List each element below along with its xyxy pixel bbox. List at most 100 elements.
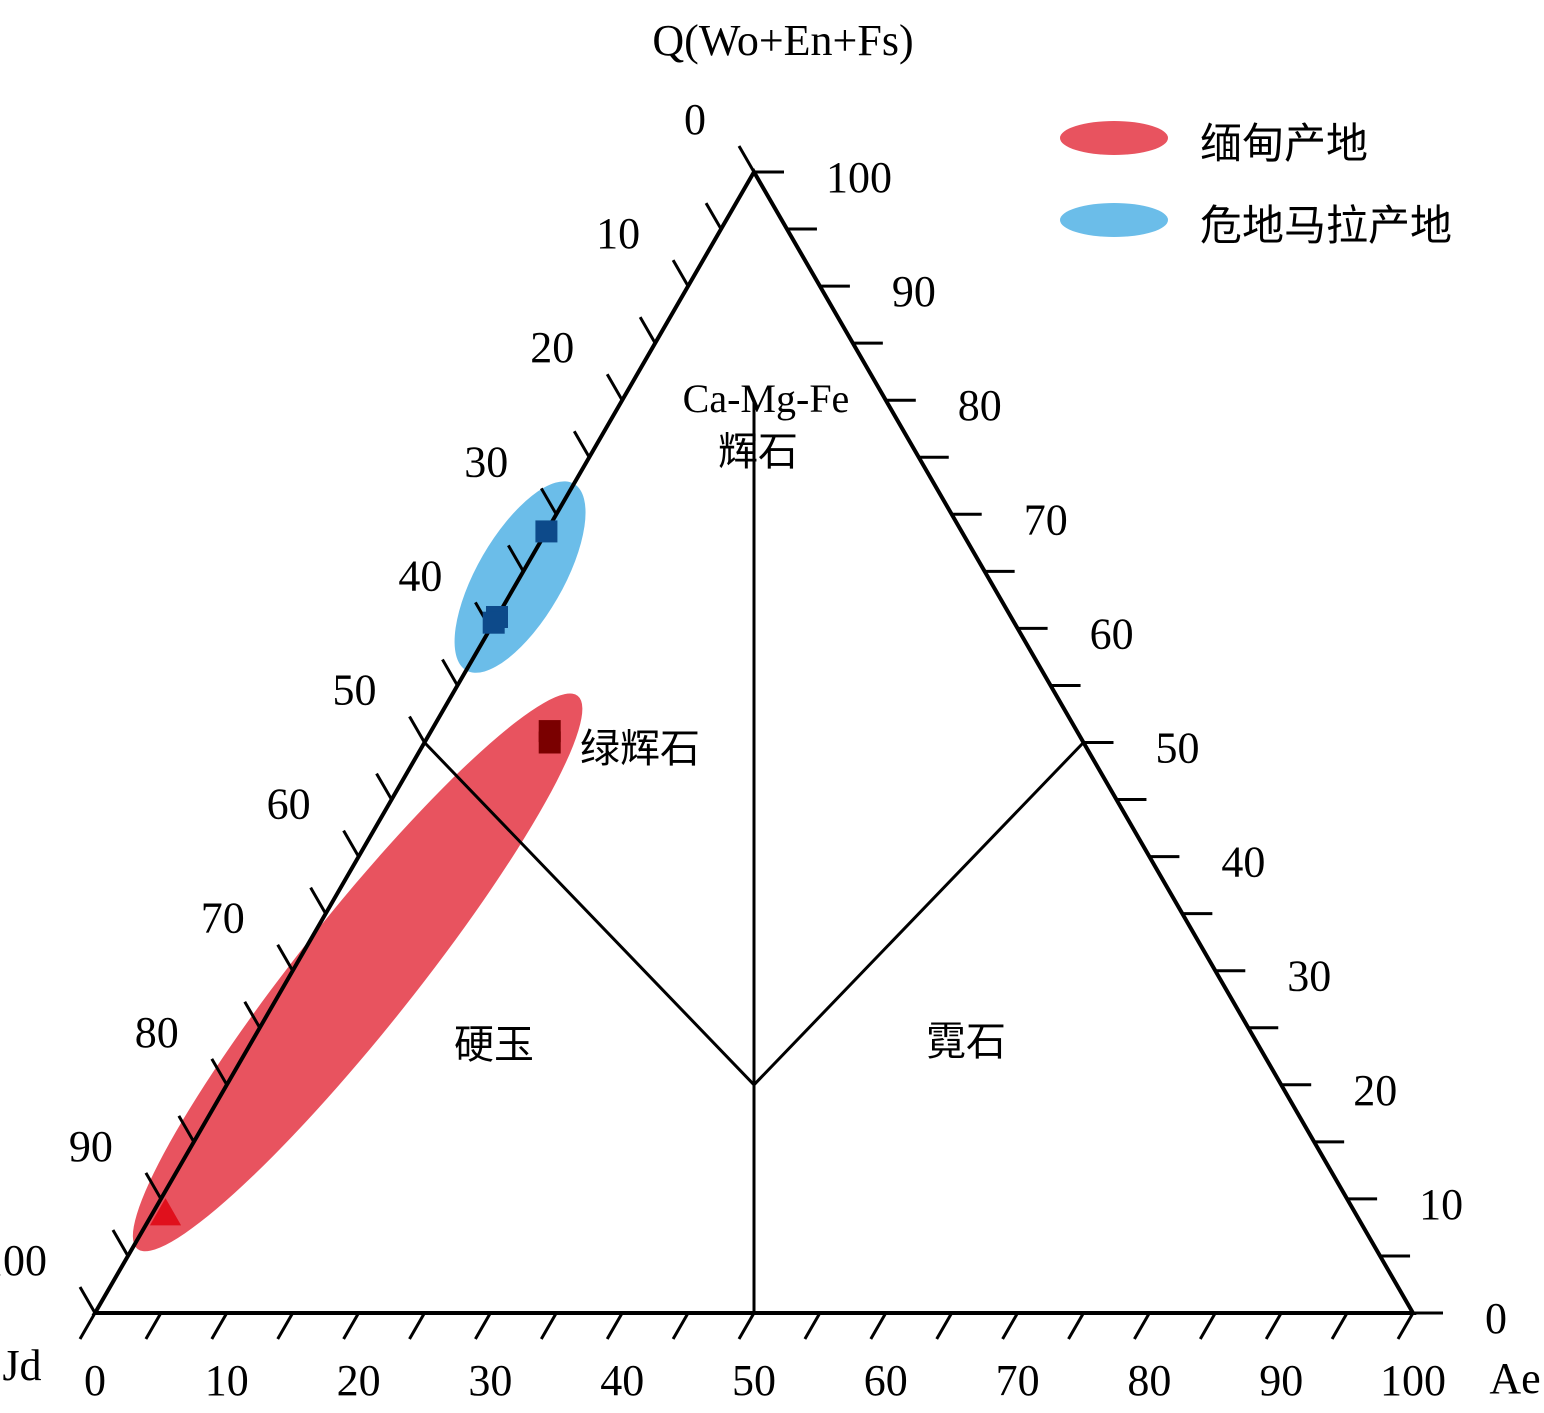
field-boundaries xyxy=(423,400,1085,1313)
legend-item-guatemala: 危地马拉产地 xyxy=(1060,190,1500,250)
left-tick xyxy=(441,658,459,687)
field-label-jadeite: 硬玉 xyxy=(454,1022,534,1068)
left-tick xyxy=(704,202,723,230)
left-tick xyxy=(243,1001,262,1029)
left-tick xyxy=(375,772,393,801)
field-label-omphacite: 绿辉石 xyxy=(580,726,700,772)
right-tick-label: 90 xyxy=(892,267,936,316)
bottom-tick xyxy=(144,1312,163,1340)
bottom-tick-label: 50 xyxy=(732,1356,776,1405)
left-tick xyxy=(638,316,657,344)
data-point-triangle xyxy=(149,1198,182,1226)
bottom-tick xyxy=(1330,1312,1349,1340)
left-tick xyxy=(572,430,591,459)
left-tick xyxy=(177,1115,196,1143)
right-tick-label: 30 xyxy=(1287,952,1331,1001)
left-tick-label: 0 xyxy=(684,95,706,144)
left-tick-label: 90 xyxy=(69,1122,113,1171)
bottom-tick-label: 20 xyxy=(337,1356,381,1405)
bottom-tick-label: 30 xyxy=(468,1356,512,1405)
bottom-tick xyxy=(671,1312,690,1340)
left-tick xyxy=(540,487,558,516)
right-tick-label: 20 xyxy=(1353,1066,1397,1115)
cluster-ellipses xyxy=(132,481,586,1252)
left-tick-label: 100 xyxy=(0,1236,47,1285)
right-tick-label: 70 xyxy=(1024,495,1068,544)
left-tick xyxy=(210,1058,229,1086)
bottom-tick-label: 0 xyxy=(84,1356,106,1405)
data-point-square xyxy=(535,520,558,543)
left-tick xyxy=(342,829,360,858)
bottom-tick xyxy=(1199,1312,1217,1340)
field-label-pyroxene: Ca-Mg-Fe xyxy=(683,376,850,421)
left-tick xyxy=(408,715,426,744)
left-tick-label: 50 xyxy=(333,666,377,715)
right-tick-label: 40 xyxy=(1221,838,1265,887)
field-label-aegirine: 霓石 xyxy=(926,1019,1006,1065)
bottom-tick xyxy=(1133,1312,1151,1340)
bottom-tick-label: 60 xyxy=(864,1356,908,1405)
right-tick-label: 100 xyxy=(826,153,892,202)
right-tick-label: 80 xyxy=(958,381,1002,430)
left-tick-label: 30 xyxy=(464,437,508,486)
left-tick-label: 40 xyxy=(398,551,442,600)
apex-label-right: Ae xyxy=(1489,1354,1540,1403)
cluster-ellipse-myanmar xyxy=(132,693,583,1252)
legend-item-myanmar: 缅甸产地 xyxy=(1060,108,1500,168)
field-label-pyroxene-cn: 辉石 xyxy=(718,429,798,475)
data-points xyxy=(149,520,561,1226)
legend-label-myanmar: 缅甸产地 xyxy=(1200,119,1369,168)
left-tick xyxy=(507,544,525,573)
bottom-tick-label: 10 xyxy=(205,1356,249,1405)
bottom-tick xyxy=(1001,1312,1019,1340)
left-tick-label: 80 xyxy=(135,1008,179,1057)
left-tick xyxy=(78,1286,97,1314)
bottom-tick xyxy=(474,1312,492,1340)
data-point-square xyxy=(482,611,505,634)
bottom-tick xyxy=(1067,1312,1085,1340)
apex-label-left: Jd xyxy=(2,1341,41,1390)
field-boundary xyxy=(752,741,1085,1086)
left-tick-label: 10 xyxy=(596,209,640,258)
left-tick xyxy=(144,1172,163,1200)
right-tick-label: 0 xyxy=(1485,1294,1507,1343)
legend-swatch-guatemala xyxy=(1060,203,1168,237)
apex-label-top: Q(Wo+En+Fs) xyxy=(652,16,913,65)
left-tick-label: 60 xyxy=(267,780,311,829)
left-tick xyxy=(671,259,690,287)
bottom-tick xyxy=(540,1312,558,1340)
left-tick xyxy=(605,373,624,401)
bottom-tick xyxy=(408,1312,426,1340)
bottom-tick-label: 90 xyxy=(1259,1356,1303,1405)
data-point-square xyxy=(538,731,561,754)
bottom-tick-label: 40 xyxy=(600,1356,644,1405)
bottom-tick xyxy=(276,1312,294,1340)
bottom-tick xyxy=(605,1312,624,1340)
bottom-tick-label: 100 xyxy=(1380,1356,1446,1405)
left-tick xyxy=(309,886,327,915)
bottom-tick xyxy=(803,1312,822,1340)
axis-ticks xyxy=(78,145,1443,1340)
left-tick xyxy=(737,145,756,173)
legend-label-guatemala: 危地马拉产地 xyxy=(1200,201,1453,250)
right-tick-label: 60 xyxy=(1090,609,1134,658)
bottom-tick xyxy=(210,1312,229,1340)
bottom-tick xyxy=(1396,1312,1415,1340)
bottom-tick xyxy=(935,1312,953,1340)
bottom-tick xyxy=(869,1312,888,1340)
right-tick-label: 50 xyxy=(1156,724,1200,773)
field-boundary xyxy=(423,741,756,1086)
right-tick-label: 10 xyxy=(1419,1180,1463,1229)
left-tick xyxy=(111,1229,130,1257)
bottom-tick xyxy=(78,1312,97,1340)
bottom-tick-label: 80 xyxy=(1127,1356,1171,1405)
left-tick-label: 70 xyxy=(201,894,245,943)
left-tick xyxy=(276,943,294,972)
bottom-tick xyxy=(1264,1312,1283,1340)
bottom-tick-label: 70 xyxy=(996,1356,1040,1405)
legend-swatch-myanmar xyxy=(1060,121,1168,155)
left-tick-label: 20 xyxy=(530,323,574,372)
bottom-tick xyxy=(737,1312,756,1340)
bottom-tick xyxy=(342,1312,360,1340)
